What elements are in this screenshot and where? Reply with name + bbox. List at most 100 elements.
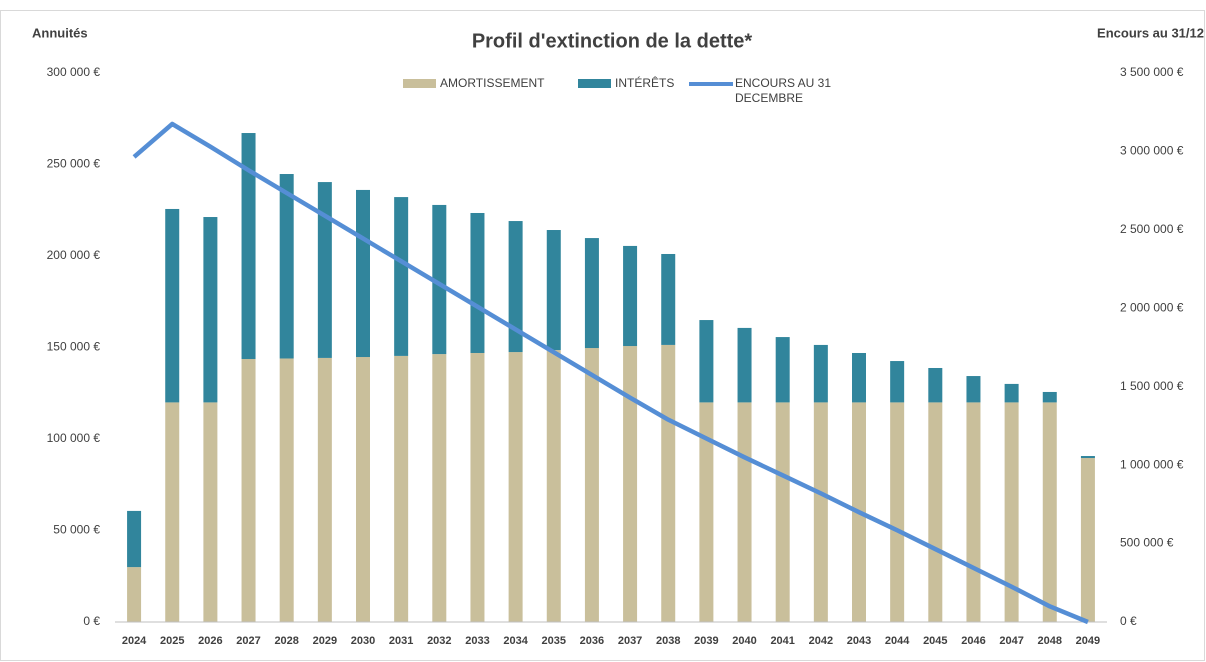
- legend-swatch: [689, 82, 733, 86]
- x-tick-label: 2026: [198, 635, 222, 647]
- bar-segment: [737, 327, 752, 403]
- y2-tick-label: 3 500 000 €: [1120, 65, 1184, 79]
- chart-frame: [0, 10, 1205, 661]
- y2-axis-label: Encours au 31/12: [1097, 25, 1204, 40]
- legend-label: INTÉRÊTS: [615, 76, 675, 90]
- bar-segment: [1042, 402, 1057, 622]
- bar-segment: [623, 245, 638, 347]
- bar-segment: [394, 197, 409, 356]
- y-tick-label: 0 €: [83, 614, 100, 628]
- legend-label: AMORTISSEMENT: [440, 76, 545, 90]
- bar-segment: [356, 357, 370, 622]
- y-tick-label: 50 000 €: [53, 523, 100, 537]
- bar-segment: [852, 352, 866, 403]
- x-tick-label: 2047: [999, 635, 1023, 647]
- bar-segment: [203, 217, 218, 403]
- x-tick-label: 2036: [580, 635, 604, 647]
- x-tick-label: 2040: [732, 635, 756, 647]
- legend-swatch: [578, 79, 611, 88]
- bar-segment: [1004, 383, 1019, 403]
- y2-tick-label: 3 000 000 €: [1120, 144, 1184, 158]
- bar-segment: [661, 344, 676, 622]
- bar-segment: [508, 352, 523, 622]
- x-tick-label: 2034: [503, 635, 528, 647]
- y-tick-label: 100 000 €: [47, 431, 101, 445]
- bar-segment: [317, 182, 332, 358]
- x-tick-label: 2025: [160, 635, 184, 647]
- bar-segment: [737, 402, 752, 622]
- x-tick-label: 2033: [465, 635, 489, 647]
- bar-segment: [775, 402, 790, 622]
- bar-segment: [241, 359, 256, 622]
- bar-segment: [813, 344, 828, 403]
- x-tick-label: 2035: [542, 635, 566, 647]
- bar-segment: [775, 337, 790, 403]
- x-tick-label: 2024: [122, 635, 147, 647]
- bar-segment: [432, 204, 447, 355]
- x-tick-label: 2044: [885, 635, 910, 647]
- y2-tick-label: 500 000 €: [1120, 536, 1174, 550]
- x-tick-label: 2032: [427, 635, 451, 647]
- y-axis-label: Annuités: [32, 25, 88, 40]
- bar-segment: [813, 402, 828, 622]
- bar-segment: [966, 376, 981, 403]
- y2-tick-label: 1 000 000 €: [1120, 457, 1184, 471]
- bar-segment: [470, 212, 485, 353]
- bar-segment: [584, 238, 599, 349]
- bar-segment: [279, 174, 294, 359]
- x-tick-label: 2031: [389, 635, 413, 647]
- y2-tick-label: 1 500 000 €: [1120, 379, 1184, 393]
- bar-segment: [317, 357, 332, 622]
- bar-segment: [1080, 458, 1095, 622]
- x-tick-label: 2043: [847, 635, 871, 647]
- bar-segment: [546, 350, 561, 622]
- bar-segment: [890, 402, 905, 622]
- bar-segment: [546, 230, 561, 351]
- bar-segment: [928, 367, 943, 403]
- bar-segment: [928, 402, 943, 622]
- y2-tick-label: 0 €: [1120, 614, 1137, 628]
- bar-segment: [470, 352, 485, 622]
- bar-segment: [241, 133, 256, 360]
- x-tick-label: 2046: [961, 635, 985, 647]
- x-tick-label: 2027: [236, 635, 260, 647]
- y-tick-label: 300 000 €: [47, 65, 101, 79]
- x-tick-label: 2028: [274, 635, 298, 647]
- x-tick-label: 2041: [770, 635, 794, 647]
- bar-segment: [966, 402, 981, 622]
- bar-segment: [203, 402, 218, 622]
- y2-tick-label: 2 000 000 €: [1120, 300, 1184, 314]
- bar-segment: [699, 320, 714, 403]
- bar-segment: [432, 354, 447, 622]
- x-tick-label: 2029: [313, 635, 337, 647]
- x-tick-label: 2030: [351, 635, 375, 647]
- bar-segment: [699, 402, 714, 622]
- y-tick-label: 200 000 €: [47, 248, 101, 262]
- x-tick-label: 2049: [1076, 635, 1100, 647]
- y-tick-label: 150 000 €: [47, 340, 101, 354]
- bar-segment: [584, 348, 599, 622]
- bar-segment: [127, 510, 142, 568]
- y2-tick-label: 2 500 000 €: [1120, 222, 1184, 236]
- x-tick-label: 2037: [618, 635, 642, 647]
- bar-segment: [1080, 456, 1095, 459]
- chart-title: Profil d'extinction de la dette*: [472, 30, 753, 52]
- bar-segment: [165, 402, 180, 622]
- x-tick-label: 2045: [923, 635, 947, 647]
- bar-segment: [623, 346, 638, 622]
- x-tick-label: 2048: [1038, 635, 1062, 647]
- legend-label: ENCOURS AU 31 DECEMBRE: [735, 76, 832, 105]
- legend-swatch: [403, 79, 436, 88]
- bar-segment: [356, 189, 370, 358]
- bar-segment: [394, 355, 409, 622]
- y-tick-label: 250 000 €: [47, 157, 101, 171]
- x-tick-label: 2039: [694, 635, 718, 647]
- x-tick-label: 2042: [809, 635, 833, 647]
- bar-segment: [1004, 402, 1019, 622]
- bar-segment: [508, 221, 523, 353]
- bar-segment: [165, 208, 180, 403]
- x-tick-label: 2038: [656, 635, 680, 647]
- bar-segment: [890, 361, 905, 403]
